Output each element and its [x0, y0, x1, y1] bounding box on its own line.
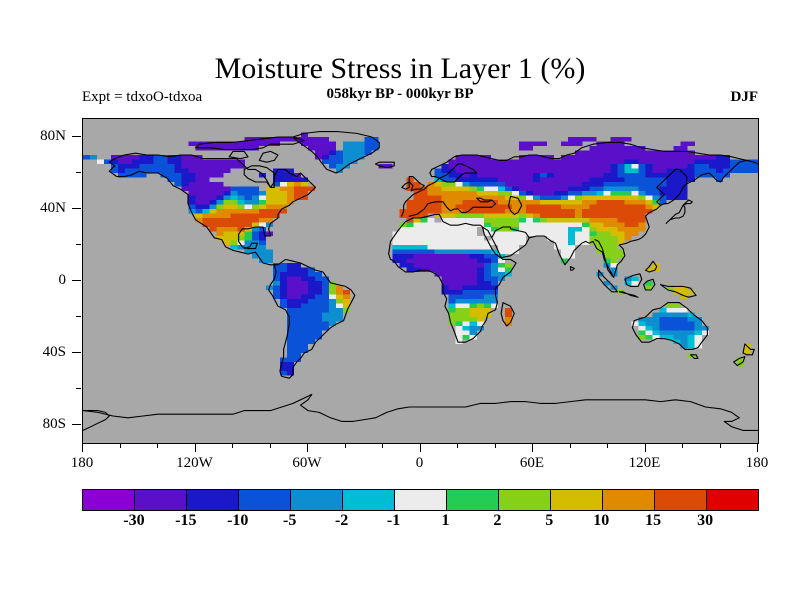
colorbar-band-2	[187, 490, 239, 510]
x-axis-tick	[570, 443, 571, 448]
y-axis-tick	[76, 244, 81, 245]
colorbar-band-10	[603, 490, 655, 510]
x-axis-tick	[532, 443, 533, 452]
coastline-layer	[83, 131, 758, 431]
x-axis-label-3: 0	[415, 455, 424, 471]
world-anomaly-map	[83, 119, 758, 443]
colorbar-band-11	[655, 490, 707, 510]
y-axis-label-4: 80S	[42, 416, 66, 432]
x-axis-tick	[645, 443, 646, 452]
colorbar-band-1	[135, 490, 187, 510]
x-axis-tick	[420, 443, 421, 452]
x-axis-tick	[382, 443, 383, 448]
y-axis-tick	[76, 388, 81, 389]
colorbar-tick-0: -30	[123, 512, 145, 529]
x-axis-label-6: 180	[745, 455, 769, 471]
colorbar-tick-1: -15	[175, 512, 197, 529]
x-axis-tick	[157, 443, 158, 448]
y-axis-tick	[72, 352, 81, 353]
y-axis-label-0: 80N	[40, 128, 66, 144]
colorbar-tick-2: -10	[227, 512, 249, 529]
x-axis-tick	[607, 443, 608, 448]
colorbar-tick-9: 10	[593, 512, 610, 529]
x-axis-tick	[120, 443, 121, 448]
x-axis-tick	[345, 443, 346, 448]
colorbar-band-12	[707, 490, 758, 510]
experiment-label: Expt = tdxoO-tdxoa	[82, 89, 203, 105]
colorbar-tick-6: 1	[441, 512, 450, 529]
y-axis-tick	[72, 280, 81, 281]
anomaly-data-layer	[83, 132, 758, 376]
x-axis-tick	[495, 443, 496, 448]
y-axis-label-2: 0	[58, 272, 67, 288]
x-axis-tick	[270, 443, 271, 448]
colorbar-band-3	[239, 490, 291, 510]
y-axis-tick	[76, 316, 81, 317]
colorbar-band-5	[343, 490, 395, 510]
season-label: DJF	[730, 89, 759, 105]
colorbar	[82, 489, 759, 511]
y-axis-tick	[76, 172, 81, 173]
colorbar-tick-8: 5	[545, 512, 554, 529]
page-title: Moisture Stress in Layer 1 (%)	[214, 52, 586, 85]
colorbar-band-9	[551, 490, 603, 510]
x-axis-label-0: 180	[70, 455, 94, 471]
colorbar-tick-7: 2	[493, 512, 502, 529]
colorbar-tick-5: -1	[386, 512, 401, 529]
colorbar-band-0	[83, 490, 135, 510]
x-axis-label-1: 120W	[176, 455, 213, 471]
map-plot-area	[82, 118, 759, 444]
x-axis-tick	[195, 443, 196, 452]
colorbar-band-6	[395, 490, 447, 510]
x-axis-tick	[307, 443, 308, 452]
colorbar-band-7	[447, 490, 499, 510]
y-axis-tick	[72, 208, 81, 209]
y-axis-label-3: 40S	[42, 344, 66, 360]
colorbar-band-4	[291, 490, 343, 510]
y-axis-tick	[72, 136, 81, 137]
x-axis-tick	[232, 443, 233, 448]
x-axis-tick	[682, 443, 683, 448]
colorbar-tick-10: 15	[645, 512, 662, 529]
colorbar-tick-3: -5	[283, 512, 297, 529]
colorbar-tick-11: 30	[697, 512, 714, 529]
x-axis-tick	[757, 443, 758, 452]
x-axis-label-5: 120E	[628, 455, 661, 471]
x-axis-tick	[720, 443, 721, 448]
x-axis-tick	[457, 443, 458, 448]
x-axis-label-2: 60W	[292, 455, 322, 471]
y-axis-tick	[72, 424, 81, 425]
figure-subtitle: 058kyr BP - 000kyr BP	[326, 86, 474, 102]
colorbar-band-8	[499, 490, 551, 510]
x-axis-tick	[82, 443, 83, 452]
x-axis-label-4: 60E	[519, 455, 545, 471]
colorbar-tick-4: -2	[334, 512, 349, 529]
y-axis-label-1: 40N	[40, 200, 66, 216]
